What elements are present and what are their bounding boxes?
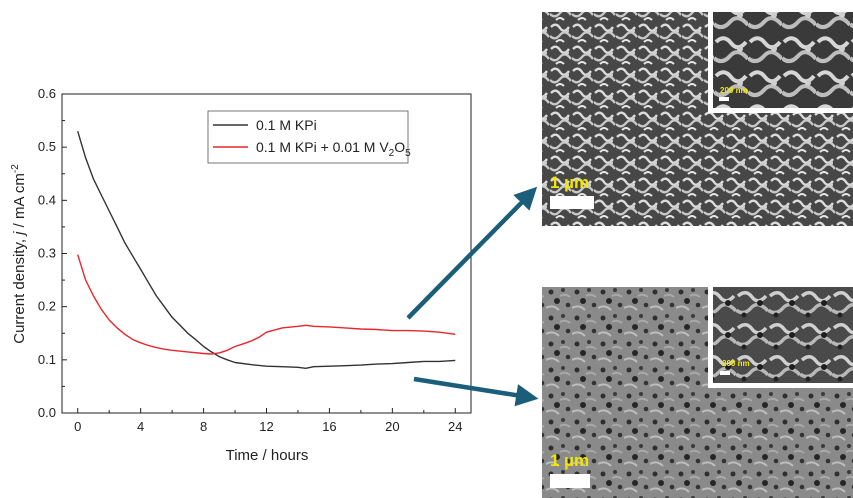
legend-box xyxy=(207,110,409,164)
x-axis-ticks: 0 4 8 12 16 20 24 xyxy=(74,408,463,434)
sem-image-top: 200 nm 1 µm xyxy=(542,12,853,226)
series-layer xyxy=(77,131,456,369)
sem-inset-top xyxy=(713,12,853,108)
y-tick-label: 0.3 xyxy=(38,246,56,261)
legend-label-kpi: 0.1 M KPi xyxy=(256,117,317,133)
x-tick-label: 12 xyxy=(259,419,273,434)
legend-label-kpi-v2o5: 0.1 M KPi + 0.01 M V2O5 xyxy=(256,139,411,159)
y-tick-label: 0.6 xyxy=(38,86,56,101)
y-axis-label: Current density, j / mA cm-2 xyxy=(10,164,28,344)
x-tick-label: 20 xyxy=(385,419,399,434)
x-tick-label: 8 xyxy=(200,419,207,434)
sem-bottom-scale-bar xyxy=(550,474,590,488)
y-tick-label: 0.4 xyxy=(38,192,56,207)
x-axis-label: Time / hours xyxy=(226,447,309,464)
x-tick-label: 0 xyxy=(74,419,81,434)
chart: 0.0 0.1 0.2 0.3 0.4 0.5 0.6 0 4 8 12 16 20 24 Time /… xyxy=(10,86,472,464)
arrow-to-bottom-image xyxy=(413,376,539,407)
y-tick-label: 0.5 xyxy=(38,139,56,154)
legend: 0.1 M KPi 0.1 M KPi + 0.01 M V2O5 xyxy=(207,110,411,164)
sem-inset-bottom-scale-bar xyxy=(720,371,730,375)
y-tick-label: 0.2 xyxy=(38,299,56,314)
series-line-kpi xyxy=(77,131,456,369)
y-axis-ticks: 0.0 0.1 0.2 0.3 0.4 0.5 0.6 xyxy=(38,86,67,420)
sem-inset-bottom xyxy=(713,287,853,383)
x-tick-label: 24 xyxy=(448,419,462,434)
x-tick-label: 16 xyxy=(322,419,336,434)
sem-inset-top-scale-bar xyxy=(719,97,729,101)
y-tick-label: 0.1 xyxy=(38,352,56,367)
sem-image-bottom: 200 nm 1 µm xyxy=(542,287,853,498)
sem-top-scale-bar xyxy=(550,196,594,209)
sem-bottom-scale-label: 1 µm xyxy=(550,451,589,470)
arrow-to-top-image xyxy=(406,186,538,320)
series-line-kpi-v2o5 xyxy=(77,254,456,355)
sem-top-scale-label: 1 µm xyxy=(550,173,589,192)
y-tick-label: 0.0 xyxy=(38,405,56,420)
sem-inset-bottom-scale-label: 200 nm xyxy=(722,359,750,368)
sem-inset-top-scale-label: 200 nm xyxy=(720,86,748,95)
x-tick-label: 4 xyxy=(137,419,144,434)
